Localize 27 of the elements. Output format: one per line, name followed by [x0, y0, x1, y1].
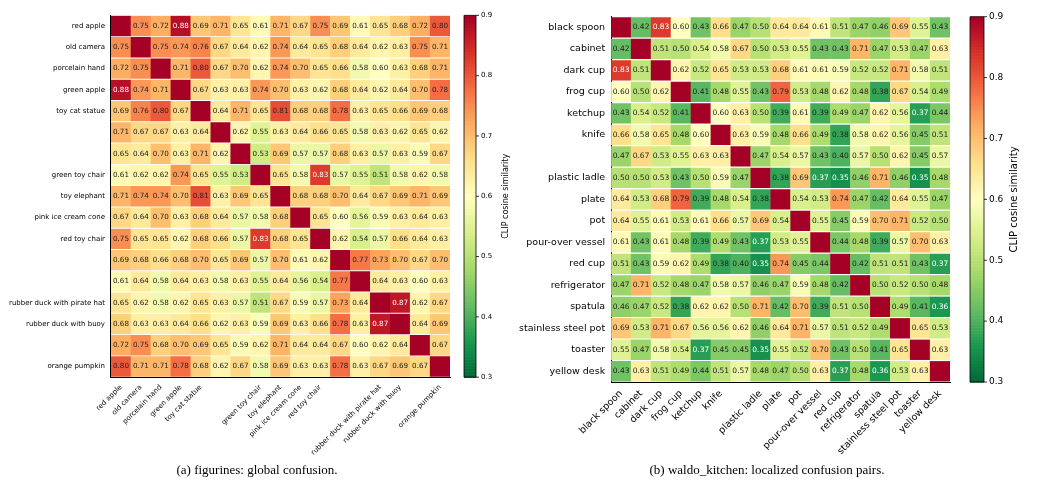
text: (b) waldo_kitchen: localized confusion pairs.: [649, 462, 885, 478]
y-tick-label: dark cup: [563, 63, 606, 75]
y-tick-label: refrigerator: [550, 278, 606, 290]
y-tick-label: cabinet: [569, 42, 606, 54]
y-tick-label: pour-over vessel: [526, 235, 606, 247]
color-bar-label: 0.5: [989, 254, 1004, 265]
color-bar-title: CLIP cosine similarity: [1007, 146, 1019, 253]
y-tick-label: spatula: [570, 300, 606, 312]
color-bar-label: 0.6: [989, 193, 1004, 204]
y-tick-label: pot: [589, 214, 606, 226]
y-tick-label: black spoon: [548, 20, 606, 32]
color-bar-label: 0.3: [989, 376, 1004, 387]
y-tick-label: ketchup: [567, 106, 606, 118]
color-bar-label: 0.7: [989, 132, 1004, 143]
y-tick-label: red cup: [569, 257, 606, 269]
y-tick-label: toaster: [571, 343, 606, 355]
y-tick-label: plate: [581, 192, 606, 204]
color-bar-label: 0.8: [989, 71, 1004, 82]
color-bar-title: CLIP cosine similarity: [501, 153, 511, 239]
y-tick-label: plastic ladle: [548, 171, 606, 183]
color-bar-label: 0.4: [989, 315, 1004, 326]
y-tick-label: frog cup: [565, 85, 606, 97]
color-bar-label: 0.9: [989, 11, 1004, 22]
text: (a) figurines: global confusion.: [176, 462, 338, 478]
y-tick-label: yellow desk: [549, 364, 606, 376]
y-tick-label: knife: [581, 128, 606, 140]
y-tick-label: stainless steel pot: [518, 321, 606, 333]
